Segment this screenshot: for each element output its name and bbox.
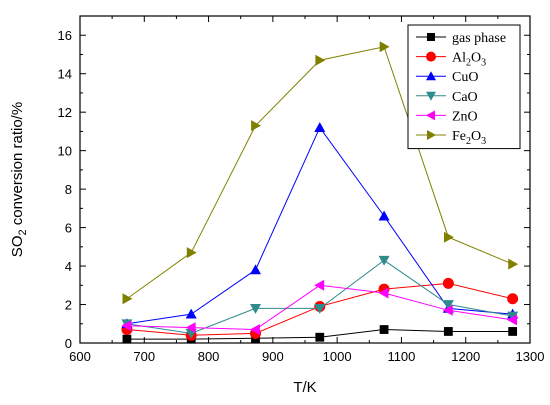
series-line — [126, 126, 513, 325]
y-tick-label: 16 — [58, 28, 72, 43]
legend-item: CaO — [416, 90, 478, 105]
triangle-right-marker — [427, 130, 436, 140]
y-tick-label: 6 — [65, 221, 72, 236]
legend-item: Fe2O3 — [416, 129, 486, 147]
triangle-up-marker — [250, 264, 261, 275]
y-axis-title-sub: 2 — [17, 229, 29, 235]
square-marker — [443, 327, 453, 336]
triangle-up-marker — [314, 122, 326, 132]
legend-label-mid: O — [471, 129, 481, 144]
y-tick-label: 2 — [65, 298, 72, 313]
legend-item: CuO — [416, 70, 478, 85]
square-marker — [315, 332, 325, 342]
legend-label: CuO — [452, 70, 478, 85]
x-tick-label: 600 — [69, 349, 91, 364]
x-tick-label: 800 — [198, 349, 220, 364]
legend-label: ZnO — [452, 109, 478, 124]
triangle-left-marker — [426, 110, 435, 121]
series-group — [121, 41, 519, 344]
x-tick-label: 1100 — [387, 349, 415, 364]
triangle-right-marker — [122, 293, 133, 305]
legend-item: Al2O3 — [416, 51, 486, 69]
legend-label-sub: 2 — [466, 58, 471, 69]
legend-label-main: gas phase — [452, 31, 506, 46]
legend-label-main: ZnO — [452, 109, 478, 124]
legend-box — [407, 24, 521, 150]
legend-label-main: CaO — [452, 90, 478, 105]
square-marker — [379, 325, 389, 334]
triangle-left-marker — [507, 314, 518, 326]
x-tick-label: 1000 — [323, 349, 352, 364]
y-axis-title-prefix: SO — [9, 236, 26, 258]
y-tick-label: 4 — [65, 259, 72, 274]
legend-label-sub: 2 — [466, 136, 471, 147]
triangle-up-marker — [185, 308, 197, 319]
legend-label: Fe2O3 — [452, 129, 486, 147]
legend-label-main: Fe — [452, 129, 466, 144]
x-tick-label: 1300 — [516, 349, 545, 364]
x-tick-label: 1200 — [451, 349, 480, 364]
legend-label: CaO — [452, 90, 478, 105]
triangle-right-marker — [315, 54, 326, 66]
legend-label-main: Al — [452, 51, 466, 66]
triangle-right-marker — [508, 258, 519, 270]
y-axis-title: SO2 conversion ratio/% — [9, 102, 29, 257]
legend-label-sub: 3 — [481, 136, 486, 147]
y-axis-title-suffix: conversion ratio/% — [9, 102, 26, 230]
square-marker — [427, 33, 435, 41]
triangle-up-marker — [378, 210, 390, 221]
triangle-right-marker — [186, 247, 197, 259]
triangle-up-marker — [426, 71, 436, 81]
x-tick-label: 900 — [262, 349, 284, 364]
triangle-down-marker — [378, 255, 390, 266]
triangle-left-marker — [378, 287, 389, 299]
triangle-left-marker — [442, 304, 453, 316]
triangle-down-marker — [426, 91, 436, 101]
y-tick-label: 8 — [65, 182, 72, 197]
triangle-down-marker — [314, 303, 326, 314]
square-marker — [122, 334, 132, 344]
legend-item: ZnO — [416, 109, 478, 124]
circle-marker — [442, 277, 454, 289]
circle-marker — [426, 51, 436, 62]
square-marker — [508, 327, 518, 336]
triangle-right-marker — [379, 41, 390, 53]
circle-marker — [507, 293, 519, 305]
series-3 — [121, 255, 519, 339]
x-tick-label: 700 — [133, 349, 155, 364]
y-tick-label: 14 — [58, 67, 72, 82]
legend-label: Al2O3 — [452, 51, 486, 69]
triangle-left-marker — [185, 322, 196, 334]
legend-label-main: CuO — [452, 70, 478, 85]
legend-label-mid: O — [471, 51, 481, 66]
y-tick-label: 12 — [58, 105, 72, 120]
triangle-left-marker — [314, 279, 325, 291]
series-5 — [122, 41, 519, 305]
y-tick-label: 10 — [58, 144, 72, 159]
series-2 — [121, 122, 519, 329]
series-4 — [121, 279, 518, 336]
axes: 600 700 800 900 1000 1100 1200 1300 0 2 4 6 8 10 12 14 1… — [58, 15, 545, 364]
triangle-down-marker — [250, 303, 261, 314]
triangle-down-marker — [507, 311, 519, 322]
legend-label-sub: 3 — [481, 58, 486, 69]
triangle-left-marker — [250, 324, 260, 336]
triangle-right-marker — [443, 231, 454, 243]
x-axis-title: T/K — [293, 379, 316, 396]
triangle-down-marker — [442, 300, 454, 311]
series-line — [126, 259, 513, 334]
legend-label: gas phase — [452, 31, 506, 46]
y-tick-label: 0 — [65, 336, 72, 351]
triangle-left-marker — [121, 320, 132, 332]
legend-item: gas phase — [416, 31, 506, 46]
triangle-right-marker — [251, 120, 261, 132]
